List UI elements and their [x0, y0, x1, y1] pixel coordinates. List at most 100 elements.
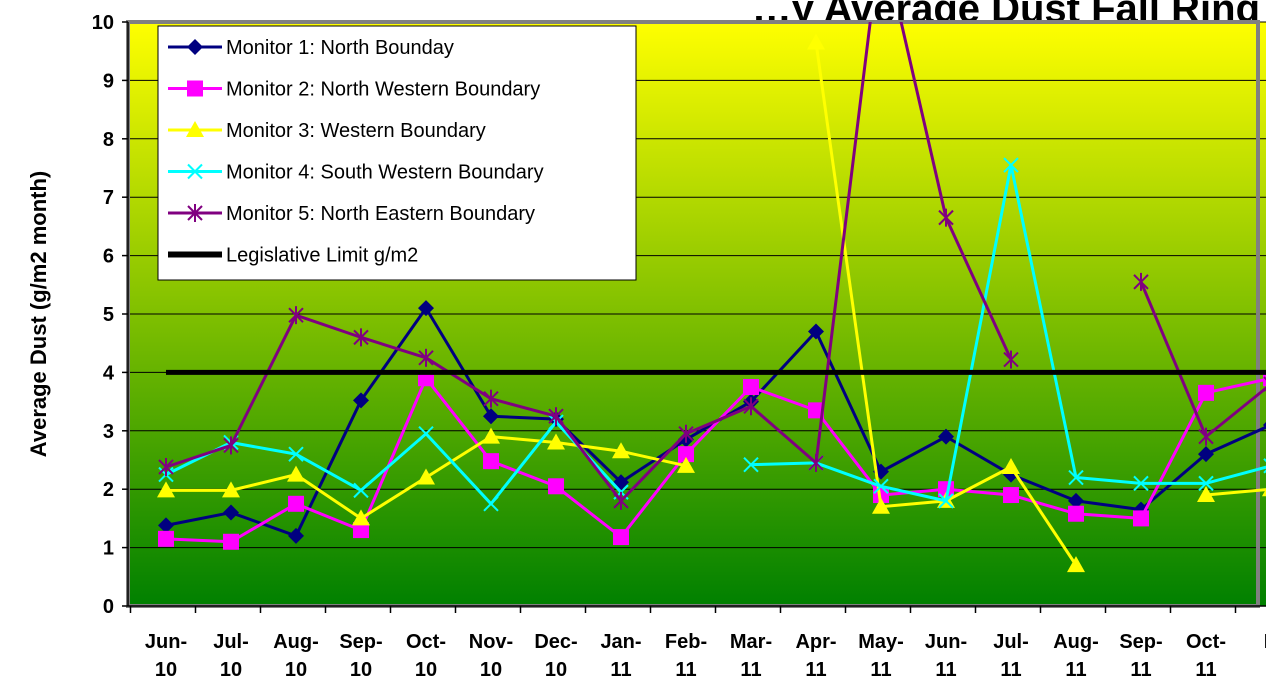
x-tick-label-year: 11	[805, 659, 826, 680]
data-point	[1263, 421, 1266, 428]
data-point	[808, 323, 824, 340]
data-point	[613, 491, 629, 510]
data-point	[678, 446, 694, 463]
data-point	[352, 509, 370, 526]
data-point	[1068, 469, 1084, 486]
data-point	[1198, 384, 1214, 401]
data-point	[548, 407, 564, 426]
x-tick-label: Oct-	[406, 631, 446, 653]
data-point	[417, 468, 435, 485]
x-tick-label-year: 11	[870, 659, 891, 680]
data-point	[158, 530, 174, 547]
data-point	[223, 436, 239, 455]
y-axis-ticks: 0 1 2 3 4 5 6 7 8 9 10	[92, 12, 128, 618]
legend-box	[157, 25, 637, 281]
legend-item: Monitor 4: South Western Boundary	[168, 162, 544, 184]
data-point	[483, 389, 499, 408]
x-tick-label: Dec-	[534, 631, 577, 653]
x-tick-label-year: 11	[740, 659, 761, 680]
legend-label: Legislative Limit g/m2	[226, 245, 418, 267]
x-tick-label: Apr-	[795, 631, 836, 653]
data-point	[808, 453, 824, 472]
series-line	[165, 420, 623, 506]
data-point	[1198, 427, 1214, 446]
y-tick-label: 10	[92, 12, 114, 34]
x-tick-label: Oct-	[1186, 631, 1226, 653]
data-point	[547, 433, 565, 450]
y-tick-label: 5	[103, 304, 114, 326]
data-point	[157, 481, 175, 498]
legend-item: Monitor 5: North Eastern Boundary	[168, 203, 535, 225]
data-point	[482, 427, 500, 444]
series-layer	[157, 22, 1266, 573]
x-tick-label: Sep-	[1119, 631, 1162, 653]
series-line	[165, 22, 1013, 503]
data-point	[1197, 486, 1215, 503]
data-point	[158, 517, 174, 534]
x-tick-label-year: 11	[1065, 659, 1086, 680]
x-tick-label: Aug-	[273, 631, 319, 653]
data-point	[288, 306, 304, 325]
x-tick-label-year: 11	[1130, 659, 1151, 680]
data-point	[288, 495, 304, 512]
legend-item: Monitor 3: Western Boundary	[168, 120, 486, 142]
data-point	[938, 428, 954, 445]
y-tick-label: 6	[103, 246, 114, 268]
data-point	[678, 424, 694, 443]
data-point	[223, 533, 239, 550]
data-point	[483, 408, 499, 425]
data-point	[1198, 475, 1214, 492]
data-point	[1067, 556, 1085, 573]
data-point	[288, 527, 304, 544]
data-point	[1068, 492, 1084, 509]
x-tick-label: N	[1264, 631, 1266, 653]
data-point	[743, 397, 759, 416]
data-point	[743, 379, 759, 395]
data-point	[187, 204, 203, 222]
data-point	[1133, 475, 1149, 492]
data-point	[873, 478, 889, 494]
legend-item: Legislative Limit g/m2	[168, 245, 418, 267]
x-tick-label-year: 10	[415, 659, 437, 680]
y-tick-label: 2	[103, 479, 114, 501]
data-point	[187, 39, 203, 55]
data-point	[353, 328, 369, 347]
x-tick-label: Jul-	[213, 631, 249, 653]
data-point	[483, 496, 499, 512]
data-point	[1002, 458, 1020, 475]
x-tick-label: Feb-	[665, 631, 707, 653]
x-tick-label: Jul-	[993, 631, 1029, 653]
y-tick-label: 8	[103, 129, 114, 151]
data-point	[938, 208, 954, 227]
data-point	[483, 453, 499, 470]
x-tick-label: Jun-	[925, 631, 967, 653]
x-tick-label: Jan-	[600, 631, 641, 653]
data-point	[158, 458, 174, 477]
x-tick-label: Jun-	[145, 631, 187, 653]
data-point	[1198, 446, 1214, 463]
x-tick-label: May-	[858, 631, 904, 653]
legend-item: Monitor 2: North Western Boundary	[168, 79, 540, 101]
data-point	[1068, 505, 1084, 522]
data-point	[187, 163, 203, 180]
data-point	[353, 392, 369, 409]
x-tick-label-year: 11	[610, 659, 631, 680]
x-tick-label-year: 11	[675, 659, 696, 680]
data-point	[1003, 157, 1019, 173]
data-point	[1133, 272, 1149, 291]
x-tick-label-year: 11	[935, 659, 956, 680]
data-point	[808, 402, 824, 419]
data-point	[222, 481, 240, 498]
data-point	[1133, 510, 1149, 527]
data-point	[353, 522, 369, 539]
series-line	[1205, 488, 1266, 497]
series-5	[158, 22, 1266, 510]
y-tick-label: 3	[103, 421, 114, 443]
legend-label: Monitor 4: South Western Boundary	[226, 162, 544, 184]
x-tick-label: Sep-	[339, 631, 382, 653]
legend-label: Monitor 2: North Western Boundary	[226, 79, 540, 101]
data-point	[612, 442, 630, 459]
data-point	[743, 456, 759, 473]
data-point	[288, 446, 304, 462]
x-tick-label-year: 10	[220, 659, 242, 680]
